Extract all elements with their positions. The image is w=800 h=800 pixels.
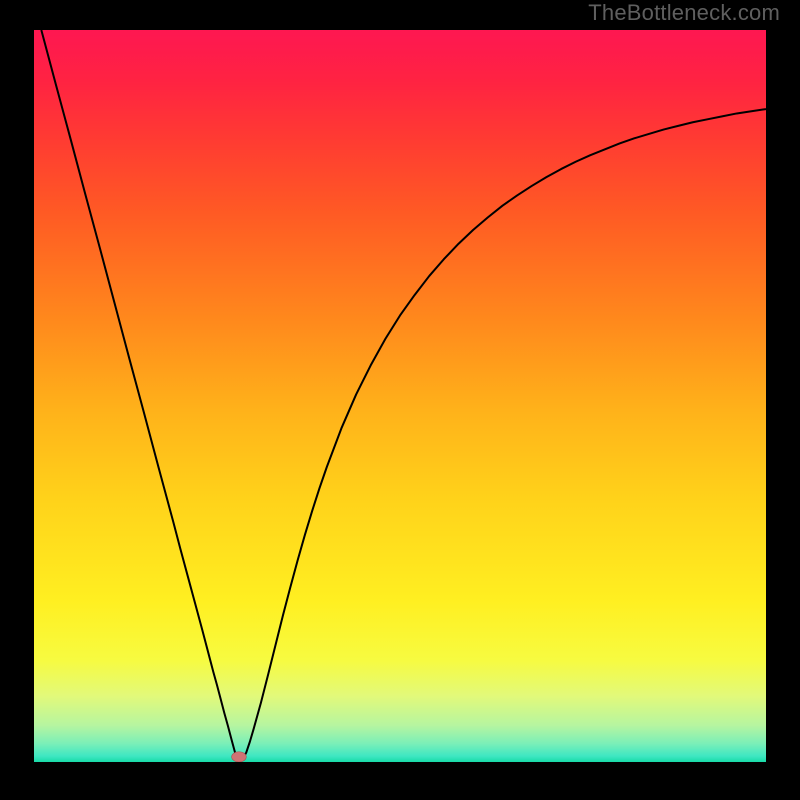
plot-area [34,30,766,762]
minimum-marker [232,752,247,762]
chart-background [34,30,766,762]
chart-frame: TheBottleneck.com [0,0,800,800]
watermark-text: TheBottleneck.com [588,0,780,26]
bottleneck-chart-svg [34,30,766,762]
